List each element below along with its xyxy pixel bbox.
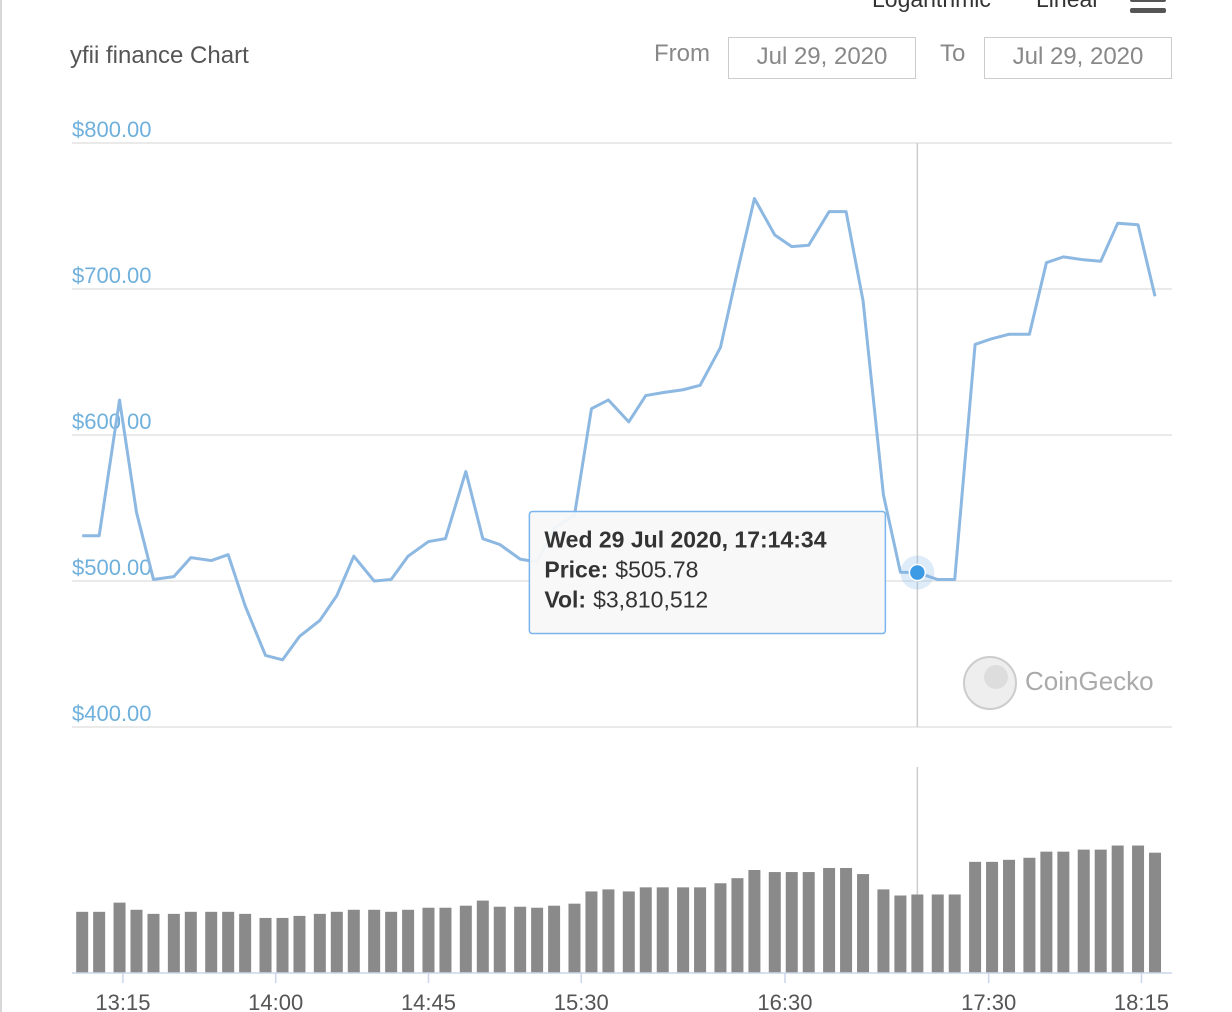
volume-bar: [731, 878, 744, 973]
volume-bar: [948, 894, 961, 973]
volume-bar: [802, 872, 815, 973]
x-tick-label: 15:30: [554, 990, 609, 1012]
tooltip-row: Price: $505.78: [544, 557, 698, 583]
volume-bar: [931, 894, 944, 973]
x-tick-label: 14:00: [248, 990, 303, 1012]
watermark: CoinGecko: [963, 656, 1154, 710]
volume-bar: [877, 889, 890, 973]
scale-option[interactable]: Linear: [1036, 0, 1100, 13]
volume-bar: [385, 911, 398, 973]
volume-bar: [1040, 851, 1053, 973]
volume-bar: [639, 887, 652, 973]
x-tick-label: 14:45: [401, 990, 456, 1012]
volume-bar: [184, 911, 197, 973]
volume-bar: [1057, 851, 1070, 973]
volume-bar: [1077, 849, 1090, 973]
volume-bar: [1149, 852, 1162, 973]
volume-bar: [911, 894, 924, 973]
tooltip-value: $3,810,512: [593, 587, 708, 613]
tooltip-value: $505.78: [615, 557, 698, 583]
volume-bar: [422, 907, 435, 973]
volume-bar: [402, 909, 415, 973]
volume-bar: [493, 906, 506, 973]
x-tick-label: 16:30: [757, 990, 812, 1012]
volume-bar: [840, 867, 853, 973]
y-tick-label: $500.00: [72, 555, 152, 580]
volume-bar: [1023, 857, 1036, 973]
volume-bar: [93, 911, 106, 973]
volume-bar: [1132, 845, 1145, 973]
volume-bar: [785, 872, 798, 973]
tooltip: Wed 29 Jul 2020, 17:14:34 Price: $505.78 Vo…: [528, 510, 887, 635]
volume-bar: [694, 887, 707, 973]
volume-bar: [330, 911, 343, 973]
volume-bar: [313, 913, 326, 973]
volume-bar: [205, 911, 218, 973]
volume-bar: [969, 861, 982, 973]
y-tick-label: $600.00: [72, 409, 152, 434]
y-tick-label: $700.00: [72, 263, 152, 288]
menu-icon[interactable]: [1130, 8, 1166, 13]
volume-bar: [857, 874, 870, 973]
volume-bar: [113, 902, 126, 973]
volume-bar: [823, 867, 836, 973]
volume-bar: [622, 891, 635, 973]
y-tick-label: $800.00: [72, 117, 152, 142]
hover-point: [908, 563, 927, 582]
volume-bar: [167, 913, 180, 973]
volume-bar: [514, 906, 527, 973]
y-tick-label: $400.00: [72, 701, 152, 726]
x-tick-label: 17:30: [961, 990, 1016, 1012]
tooltip-box: [528, 510, 887, 635]
volume-bar: [259, 917, 272, 973]
scale-option[interactable]: Logarithmic: [872, 0, 991, 13]
volume-bar: [222, 911, 235, 973]
volume-bar: [986, 861, 999, 973]
tooltip-label: Price:: [544, 557, 608, 583]
volume-bar: [531, 907, 544, 973]
volume-bar: [476, 900, 489, 973]
watermark-logo: [984, 665, 1008, 689]
volume-bar: [585, 891, 598, 973]
volume-bar: [677, 887, 690, 973]
volume-bar: [130, 909, 143, 973]
to-date[interactable]: Jul 29, 2020: [984, 37, 1172, 79]
volume-bar: [239, 913, 252, 973]
tooltip-label: Vol:: [544, 587, 586, 613]
volume-bar: [548, 905, 561, 973]
volume-bar: [276, 917, 289, 973]
volume-bar: [602, 889, 615, 973]
from-date[interactable]: Jul 29, 2020: [728, 37, 916, 79]
tooltip-row: Vol: $3,810,512: [544, 587, 708, 613]
chart-title: yfii finance Chart: [70, 42, 249, 69]
volume-bar: [748, 870, 761, 973]
volume-bar: [439, 907, 452, 973]
volume-bar: [347, 909, 360, 973]
volume-bar: [459, 905, 472, 973]
x-tick-label: 18:15: [1114, 990, 1169, 1012]
x-tick-label: 13:15: [95, 990, 150, 1012]
menu-icon[interactable]: [1130, 0, 1166, 2]
volume-bar: [1111, 845, 1124, 973]
volume-bar: [568, 903, 581, 973]
from-label: From: [654, 40, 710, 67]
volume-bar: [147, 913, 160, 973]
volume-bar: [76, 911, 89, 973]
to-label: To: [940, 40, 966, 67]
volume-bar: [894, 895, 907, 973]
tooltip-title: Wed 29 Jul 2020, 17:14:34: [544, 527, 826, 553]
volume-bar: [768, 872, 781, 973]
volume-bar: [714, 883, 727, 973]
volume-bar: [1094, 849, 1107, 973]
volume-bar: [1003, 859, 1016, 973]
volume-bar: [293, 915, 306, 973]
price-line: [82, 196, 1157, 662]
volume-bar: [368, 909, 381, 973]
watermark-text: CoinGecko: [1025, 666, 1154, 696]
volume-bar: [656, 887, 669, 973]
